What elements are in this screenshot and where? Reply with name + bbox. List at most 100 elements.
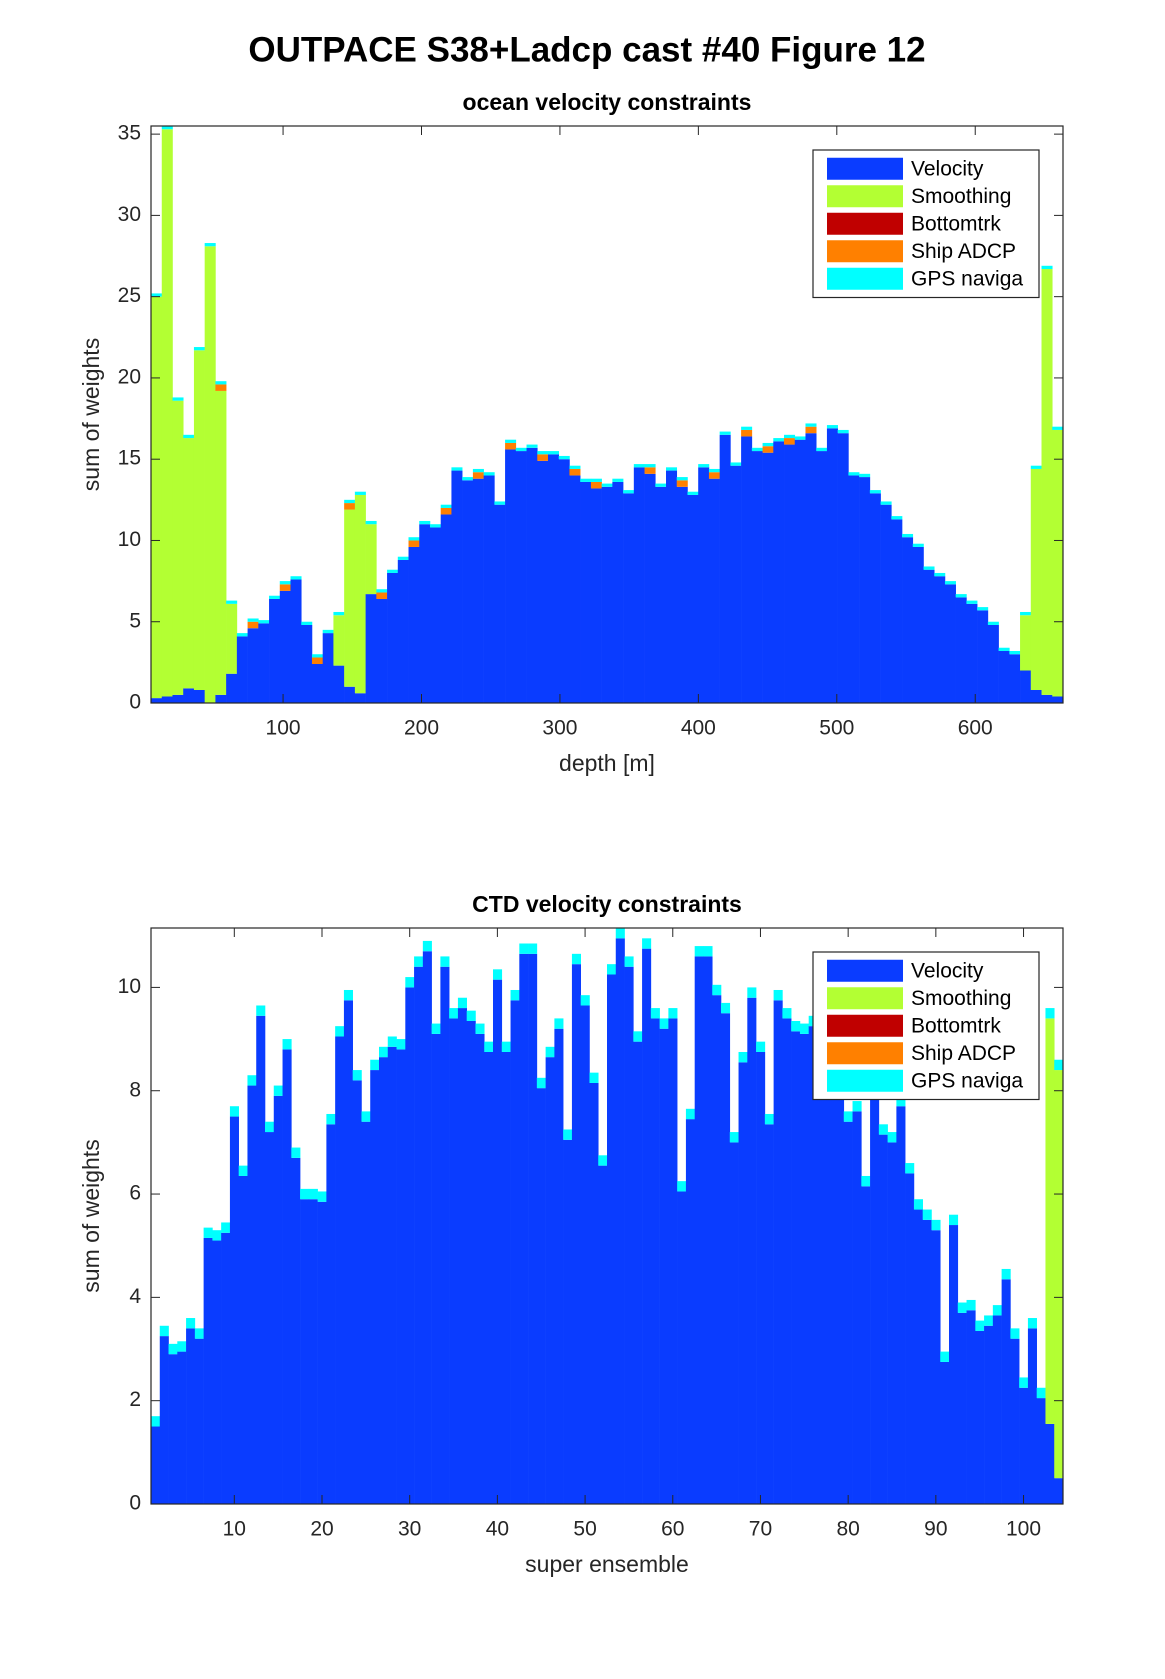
y-axis-label: sum of weights bbox=[78, 338, 104, 491]
bar-segment bbox=[1001, 1279, 1011, 1504]
bar-segment bbox=[376, 592, 388, 599]
bar-segment bbox=[601, 486, 613, 703]
bar-segment bbox=[913, 1199, 923, 1210]
legend-label: Bottomtrk bbox=[911, 212, 1001, 235]
bar-segment bbox=[741, 436, 753, 703]
bar-segment bbox=[405, 987, 415, 1504]
bar-segment bbox=[161, 696, 173, 703]
bar-segment bbox=[151, 1426, 161, 1504]
bar-segment bbox=[247, 1085, 257, 1504]
bar-segment bbox=[730, 465, 742, 703]
bar-segment bbox=[215, 384, 227, 391]
bar-segment bbox=[554, 1028, 564, 1504]
bar-segment bbox=[922, 1209, 932, 1220]
bar-segment bbox=[880, 504, 892, 703]
bar-segment bbox=[537, 451, 549, 455]
bar-segment bbox=[940, 1361, 950, 1504]
bar-segment bbox=[931, 1219, 941, 1231]
bar-segment bbox=[186, 1318, 196, 1329]
bar-segment bbox=[472, 468, 484, 473]
bar-segment bbox=[623, 493, 635, 703]
bar-segment bbox=[177, 1341, 187, 1352]
y-tick-label: 10 bbox=[118, 528, 141, 551]
bar-segment bbox=[870, 1085, 880, 1504]
bar-segment bbox=[966, 1310, 976, 1504]
x-tick-label: 200 bbox=[404, 717, 439, 740]
x-tick-label: 400 bbox=[681, 717, 716, 740]
bar-segment bbox=[204, 243, 216, 247]
bar-segment bbox=[896, 1095, 906, 1107]
bar-segment bbox=[322, 629, 334, 634]
bar-segment bbox=[291, 1157, 301, 1504]
bar-segment bbox=[475, 1033, 485, 1504]
bar-segment bbox=[370, 1059, 380, 1071]
bar-segment bbox=[922, 1219, 932, 1504]
x-tick-label: 100 bbox=[1006, 1518, 1041, 1541]
bar-segment bbox=[376, 598, 388, 703]
x-axis-label: super ensemble bbox=[525, 1551, 689, 1577]
bar-segment bbox=[676, 480, 688, 487]
bar-segment bbox=[554, 1018, 564, 1029]
bar-segment bbox=[843, 1111, 853, 1122]
bar-segment bbox=[449, 1008, 459, 1019]
bar-segment bbox=[992, 1305, 1002, 1316]
bar-segment bbox=[784, 434, 796, 439]
bar-segment bbox=[859, 477, 871, 703]
bar-segment bbox=[333, 611, 345, 616]
bar-segment bbox=[204, 246, 216, 703]
bar-segment bbox=[764, 1113, 774, 1125]
x-tick-label: 300 bbox=[542, 717, 577, 740]
bar-segment bbox=[1054, 1070, 1064, 1479]
bar-segment bbox=[676, 477, 688, 481]
y-tick-label: 2 bbox=[129, 1388, 141, 1411]
bar-segment bbox=[694, 946, 704, 957]
bar-segment bbox=[966, 600, 978, 604]
bar-segment bbox=[494, 504, 506, 703]
bar-segment bbox=[580, 478, 592, 482]
bar-segment bbox=[977, 607, 989, 611]
bar-segment bbox=[168, 1343, 178, 1355]
bar-segment bbox=[159, 1336, 169, 1504]
bar-segment bbox=[226, 600, 238, 604]
bar-segment bbox=[719, 431, 731, 435]
bar-segment bbox=[987, 624, 999, 703]
bar-segment bbox=[422, 940, 432, 952]
bar-segment bbox=[279, 590, 291, 703]
bar-segment bbox=[712, 995, 722, 1504]
bar-segment bbox=[536, 1088, 546, 1504]
legend-label: Ship ADCP bbox=[911, 240, 1016, 263]
bar-segment bbox=[607, 974, 617, 1504]
bar-segment bbox=[598, 1165, 608, 1504]
bar-segment bbox=[370, 1070, 380, 1504]
bar-segment bbox=[782, 1008, 792, 1019]
bar-segment bbox=[668, 1008, 678, 1019]
bar-segment bbox=[987, 621, 999, 625]
bar-segment bbox=[545, 1057, 555, 1504]
bar-segment bbox=[923, 569, 935, 703]
bar-segment bbox=[869, 490, 881, 494]
bar-segment bbox=[799, 1033, 809, 1504]
bar-segment bbox=[912, 543, 924, 547]
bar-segment bbox=[644, 473, 656, 703]
bar-segment bbox=[172, 400, 184, 695]
bar-segment bbox=[878, 1124, 888, 1135]
bar-segment bbox=[949, 1225, 959, 1504]
bar-segment bbox=[1045, 1008, 1055, 1019]
bar-segment bbox=[475, 1023, 485, 1034]
bar-segment bbox=[708, 468, 720, 473]
bar-segment bbox=[1030, 468, 1042, 690]
bar-segment bbox=[301, 621, 313, 625]
bar-segment bbox=[799, 1023, 809, 1034]
x-tick-label: 60 bbox=[661, 1518, 684, 1541]
bar-segment bbox=[472, 478, 484, 703]
bar-segment bbox=[612, 478, 624, 482]
bar-segment bbox=[738, 1051, 748, 1063]
bar-segment bbox=[501, 1051, 511, 1504]
bar-segment bbox=[494, 501, 506, 505]
bar-segment bbox=[880, 501, 892, 505]
bar-segment bbox=[730, 462, 742, 466]
bar-segment bbox=[902, 537, 914, 703]
bar-segment bbox=[784, 444, 796, 703]
bar-segment bbox=[236, 633, 248, 637]
bar-segment bbox=[365, 594, 377, 703]
